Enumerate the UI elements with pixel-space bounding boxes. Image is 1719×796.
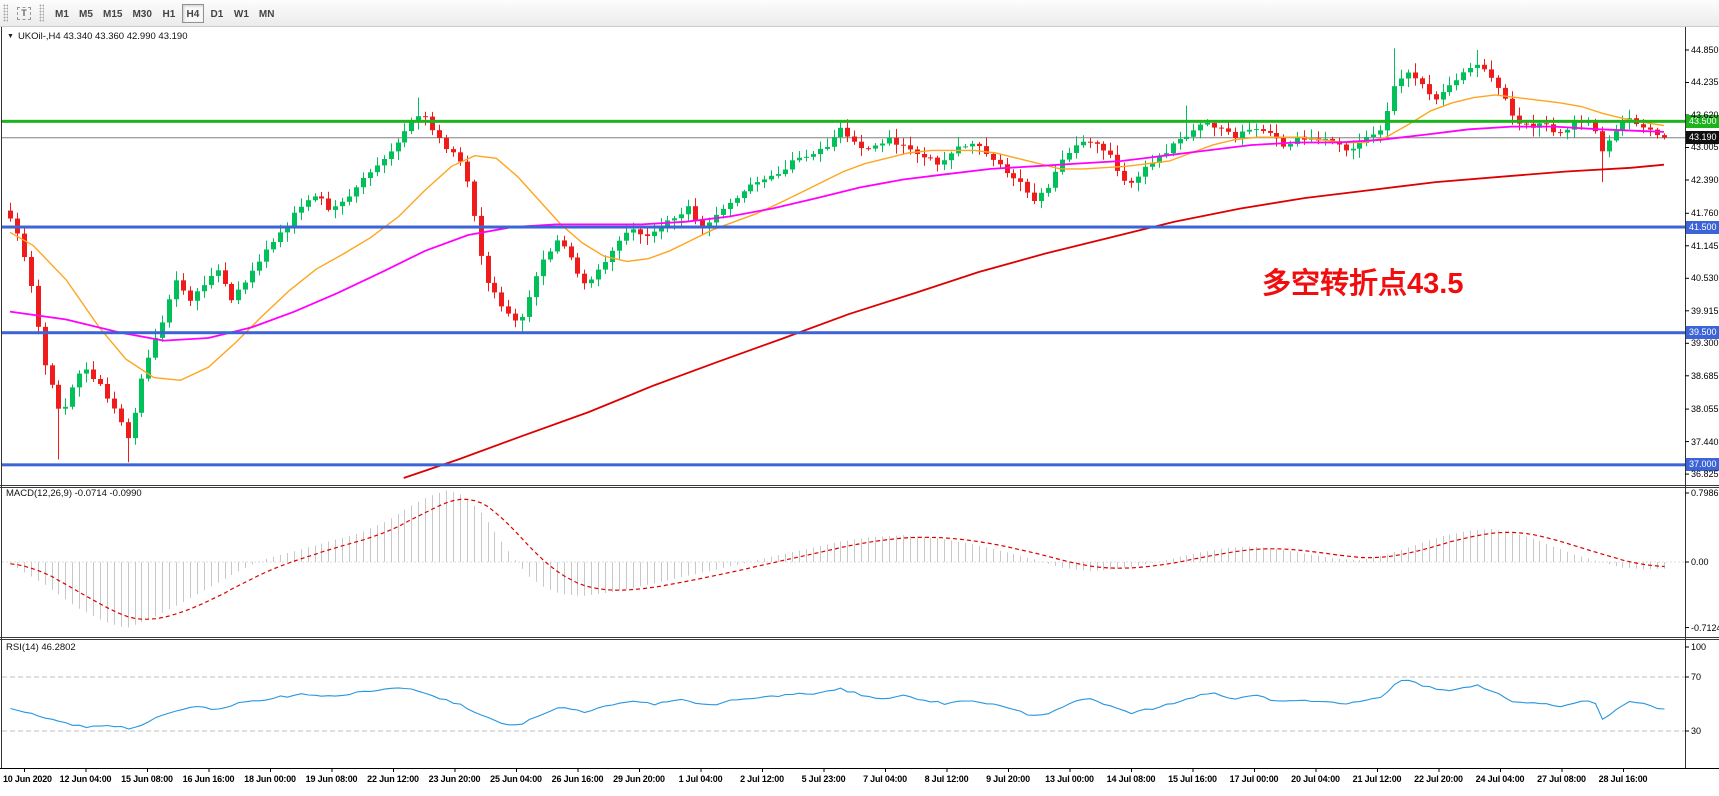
time-axis-label: 23 Jun 20:00 [428, 774, 481, 784]
timeframe-m30-button[interactable]: M30 [132, 8, 152, 20]
macd-axis-label: -0.7124 [1691, 622, 1719, 633]
price-axis-label: 41.760 [1691, 208, 1719, 219]
rsi-label: RSI(14) 46.2802 [6, 642, 76, 653]
time-axis-label: 12 Jun 04:00 [59, 774, 112, 784]
rsi-axis-label: 70 [1691, 672, 1702, 682]
macd-axis-label: 0.7986 [1691, 488, 1719, 498]
rsi-axis-label: 100 [1691, 642, 1707, 652]
time-axis-label: 9 Jul 20:00 [986, 774, 1030, 784]
time-axis-label: 29 Jun 20:00 [613, 774, 665, 784]
time-axis-label: 19 Jun 08:00 [305, 774, 358, 784]
annotation-text[interactable]: 多空转折点43.5 [1262, 268, 1464, 300]
price-axis-label: 42.390 [1691, 174, 1719, 185]
price-axis-label: 44.850 [1691, 45, 1719, 55]
time-axis[interactable] [0, 768, 1719, 796]
time-axis-label: 21 Jul 12:00 [1352, 774, 1402, 784]
chart-drawing[interactable] [0, 27, 1719, 796]
timeframe-m1-button[interactable]: M1 [55, 8, 69, 20]
macd-label: MACD(12,26,9) -0.0714 -0.0990 [6, 488, 142, 499]
time-axis-label: 2 Jul 12:00 [740, 774, 784, 784]
price-badge: 41.500 [1686, 220, 1719, 234]
rsi-axis-label: 30 [1691, 726, 1702, 736]
time-axis-label: 24 Jul 04:00 [1475, 774, 1525, 784]
time-axis-label: 7 Jul 04:00 [863, 774, 907, 784]
symbol-ohlc-text: UKOil-,H4 43.340 43.360 42.990 43.190 [17, 31, 188, 42]
time-axis-label: 14 Jul 08:00 [1106, 774, 1156, 784]
price-axis-label: 36.825 [1691, 469, 1719, 480]
price-badge: 37.000 [1686, 458, 1719, 472]
price-badge: 39.500 [1686, 326, 1719, 340]
timeframe-m5-button[interactable]: M5 [79, 8, 93, 20]
toolbar-drag-handle[interactable] [39, 4, 44, 22]
time-axis-label: 5 Jul 23:00 [801, 774, 846, 784]
toolbar-drag-handle[interactable] [3, 4, 8, 22]
price-axis[interactable] [1685, 27, 1719, 768]
text-label-tool-icon[interactable]: T [12, 2, 36, 24]
chart-title: ▼ UKOil-,H4 43.340 43.360 42.990 43.190 [7, 31, 187, 42]
time-axis-label: 27 Jul 08:00 [1537, 774, 1586, 784]
timeframe-mn-button[interactable]: MN [258, 8, 275, 20]
time-axis-label: 15 Jul 16:00 [1168, 774, 1217, 784]
macd-axis-label: 0.00 [1691, 557, 1709, 567]
time-axis-label: 13 Jul 00:00 [1045, 774, 1094, 784]
time-axis-label: 28 Jul 16:00 [1598, 774, 1648, 784]
price-axis-label: 41.145 [1691, 240, 1719, 251]
price-axis-label: 39.300 [1691, 338, 1719, 349]
time-axis-label: 22 Jul 20:00 [1414, 774, 1463, 784]
time-axis-label: 10 Jun 2020 [3, 774, 52, 784]
price-axis-label: 43.620 [1691, 109, 1719, 120]
time-axis-label: 26 Jun 16:00 [551, 774, 604, 784]
price-axis-label: 38.685 [1691, 370, 1719, 381]
time-axis-label: 8 Jul 12:00 [924, 774, 969, 784]
price-axis-label: 40.530 [1691, 273, 1719, 284]
price-badge: 43.190 [1686, 131, 1719, 145]
price-axis-label: 37.440 [1691, 436, 1719, 447]
price-axis-label: 39.915 [1691, 305, 1719, 316]
ma-fast-orange [9, 94, 1665, 382]
timeframe-buttons-group: M1 M5 M15 M30 H1 H4 D1 W1 MN [50, 3, 279, 23]
price-axis-label: 43.005 [1691, 142, 1719, 153]
timeframe-h1-button[interactable]: H1 [162, 8, 176, 20]
time-axis-label: 17 Jul 00:00 [1229, 774, 1279, 784]
ma-mid-magenta [9, 125, 1665, 342]
time-axis-label: 22 Jun 12:00 [367, 774, 419, 784]
symbol-dropdown-icon[interactable]: ▼ [7, 33, 14, 40]
time-axis-label: 25 Jun 04:00 [490, 774, 542, 784]
timeframe-m15-button[interactable]: M15 [103, 8, 123, 20]
price-badge: 43.500 [1686, 114, 1719, 128]
time-axis-label: 16 Jun 16:00 [182, 774, 235, 784]
price-axis-label: 44.235 [1691, 77, 1719, 88]
time-axis-label: 18 Jun 00:00 [244, 774, 296, 784]
time-axis-label: 15 Jun 08:00 [121, 774, 173, 784]
time-axis-label: 20 Jul 04:00 [1291, 774, 1340, 784]
time-axis-label: 1 Jul 04:00 [678, 774, 723, 784]
chart-canvas[interactable]: 43.500 43.190 41.500 39.500 37.000 44.850 44.2… [0, 27, 1719, 796]
timeframe-d1-button[interactable]: D1 [210, 8, 224, 20]
timeframe-h4-button[interactable]: H4 [181, 3, 204, 23]
price-axis-label: 38.055 [1691, 404, 1719, 415]
ma-slow-red [403, 163, 1665, 479]
timeframe-w1-button[interactable]: W1 [233, 8, 249, 20]
